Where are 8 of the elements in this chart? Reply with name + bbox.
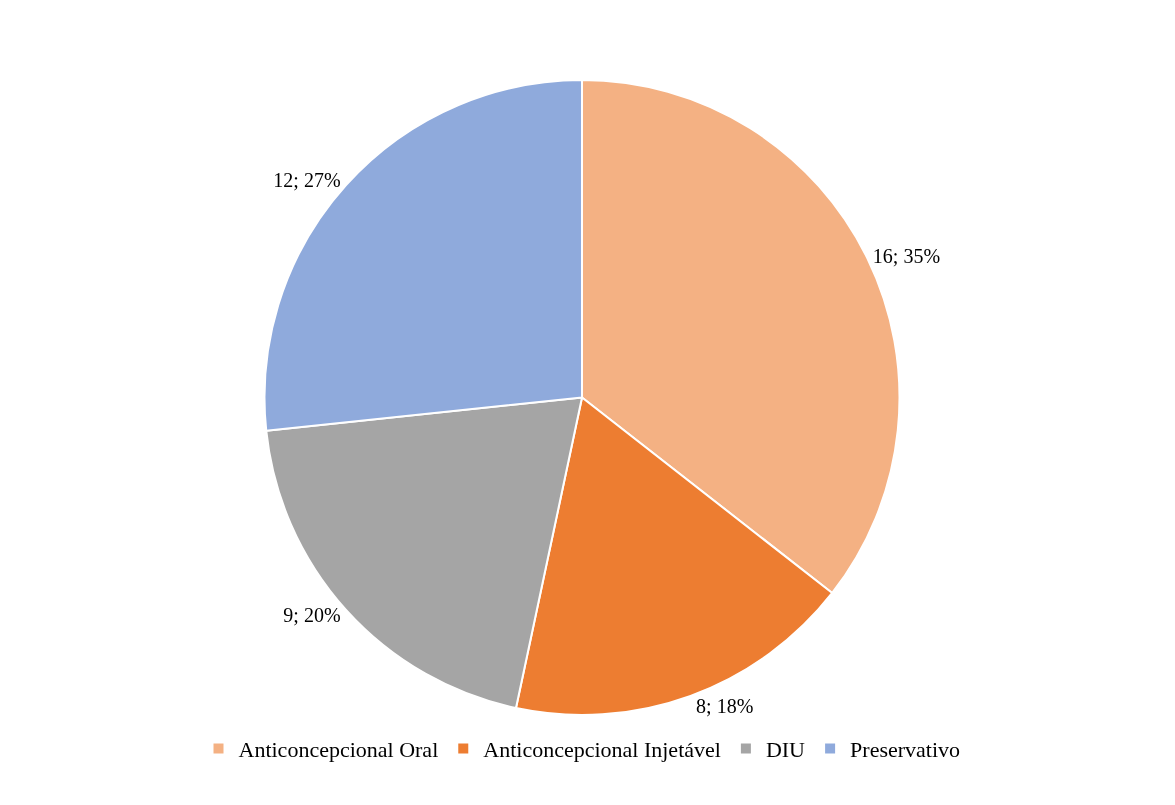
legend-label: DIU: [765, 737, 806, 763]
data-label: 16; 35%: [872, 245, 941, 268]
legend-label: Anticoncepcional Injetável: [483, 737, 721, 763]
data-label: 12; 27%: [273, 169, 341, 192]
data-label: 8; 18%: [696, 694, 754, 717]
data-label: 9; 20%: [283, 603, 341, 626]
legend-label: Anticoncepcional Oral: [238, 737, 439, 763]
legend-label: Preservativo: [850, 737, 961, 763]
